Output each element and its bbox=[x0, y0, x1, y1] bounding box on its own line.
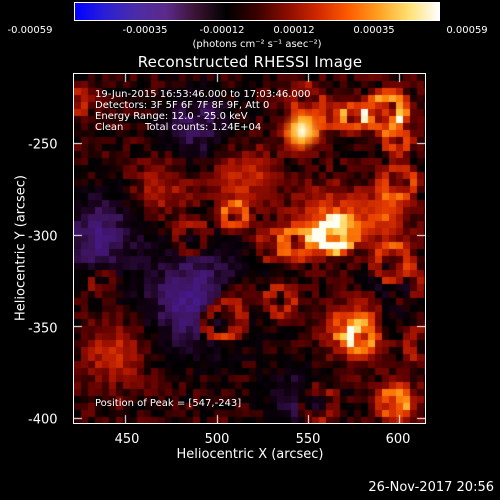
heatmap-plot bbox=[73, 73, 426, 424]
annotation-method: Clean bbox=[95, 122, 124, 133]
y-tick-label: -400 bbox=[28, 412, 58, 428]
heatmap-canvas bbox=[74, 74, 425, 423]
chart-title: Reconstructed RHESSI Image bbox=[137, 53, 363, 71]
colorbar-tick: 0.00059 bbox=[446, 25, 488, 36]
colorbar bbox=[74, 2, 440, 21]
colorbar-tick: -0.00012 bbox=[199, 25, 245, 36]
x-tick-label: 500 bbox=[204, 432, 230, 447]
timestamp: 26-Nov-2017 20:56 bbox=[368, 480, 494, 495]
annotation-peak: Position of Peak = [547,-243] bbox=[95, 398, 242, 409]
y-tick-label: -350 bbox=[28, 321, 58, 337]
annotation-energy: Energy Range: 12.0 - 25.0 keV bbox=[95, 111, 248, 122]
x-tick-label: 550 bbox=[295, 432, 321, 447]
annotation-counts: Total counts: 1.24E+04 bbox=[145, 122, 262, 133]
colorbar-tick: -0.00059 bbox=[7, 25, 53, 36]
annotation-time-range: 19-Jun-2015 16:53:46.000 to 17:03:46.000 bbox=[95, 89, 311, 100]
colorbar-unit: (photons cm⁻² s⁻¹ asec⁻²) bbox=[192, 39, 322, 50]
x-axis-label: Heliocentric X (arcsec) bbox=[176, 447, 324, 462]
y-axis-label: Heliocentric Y (arcsec) bbox=[13, 175, 29, 321]
annotation-detectors: Detectors: 3F 5F 6F 7F 8F 9F, Att 0 bbox=[95, 100, 270, 111]
y-tick-label: -300 bbox=[28, 229, 58, 245]
x-tick-label: 450 bbox=[114, 432, 140, 447]
y-tick-label: -250 bbox=[28, 137, 58, 153]
colorbar-tick: 0.00012 bbox=[273, 25, 315, 36]
x-tick-label: 600 bbox=[385, 432, 411, 447]
colorbar-tick: 0.00035 bbox=[353, 25, 395, 36]
colorbar-tick: -0.00035 bbox=[122, 25, 168, 36]
